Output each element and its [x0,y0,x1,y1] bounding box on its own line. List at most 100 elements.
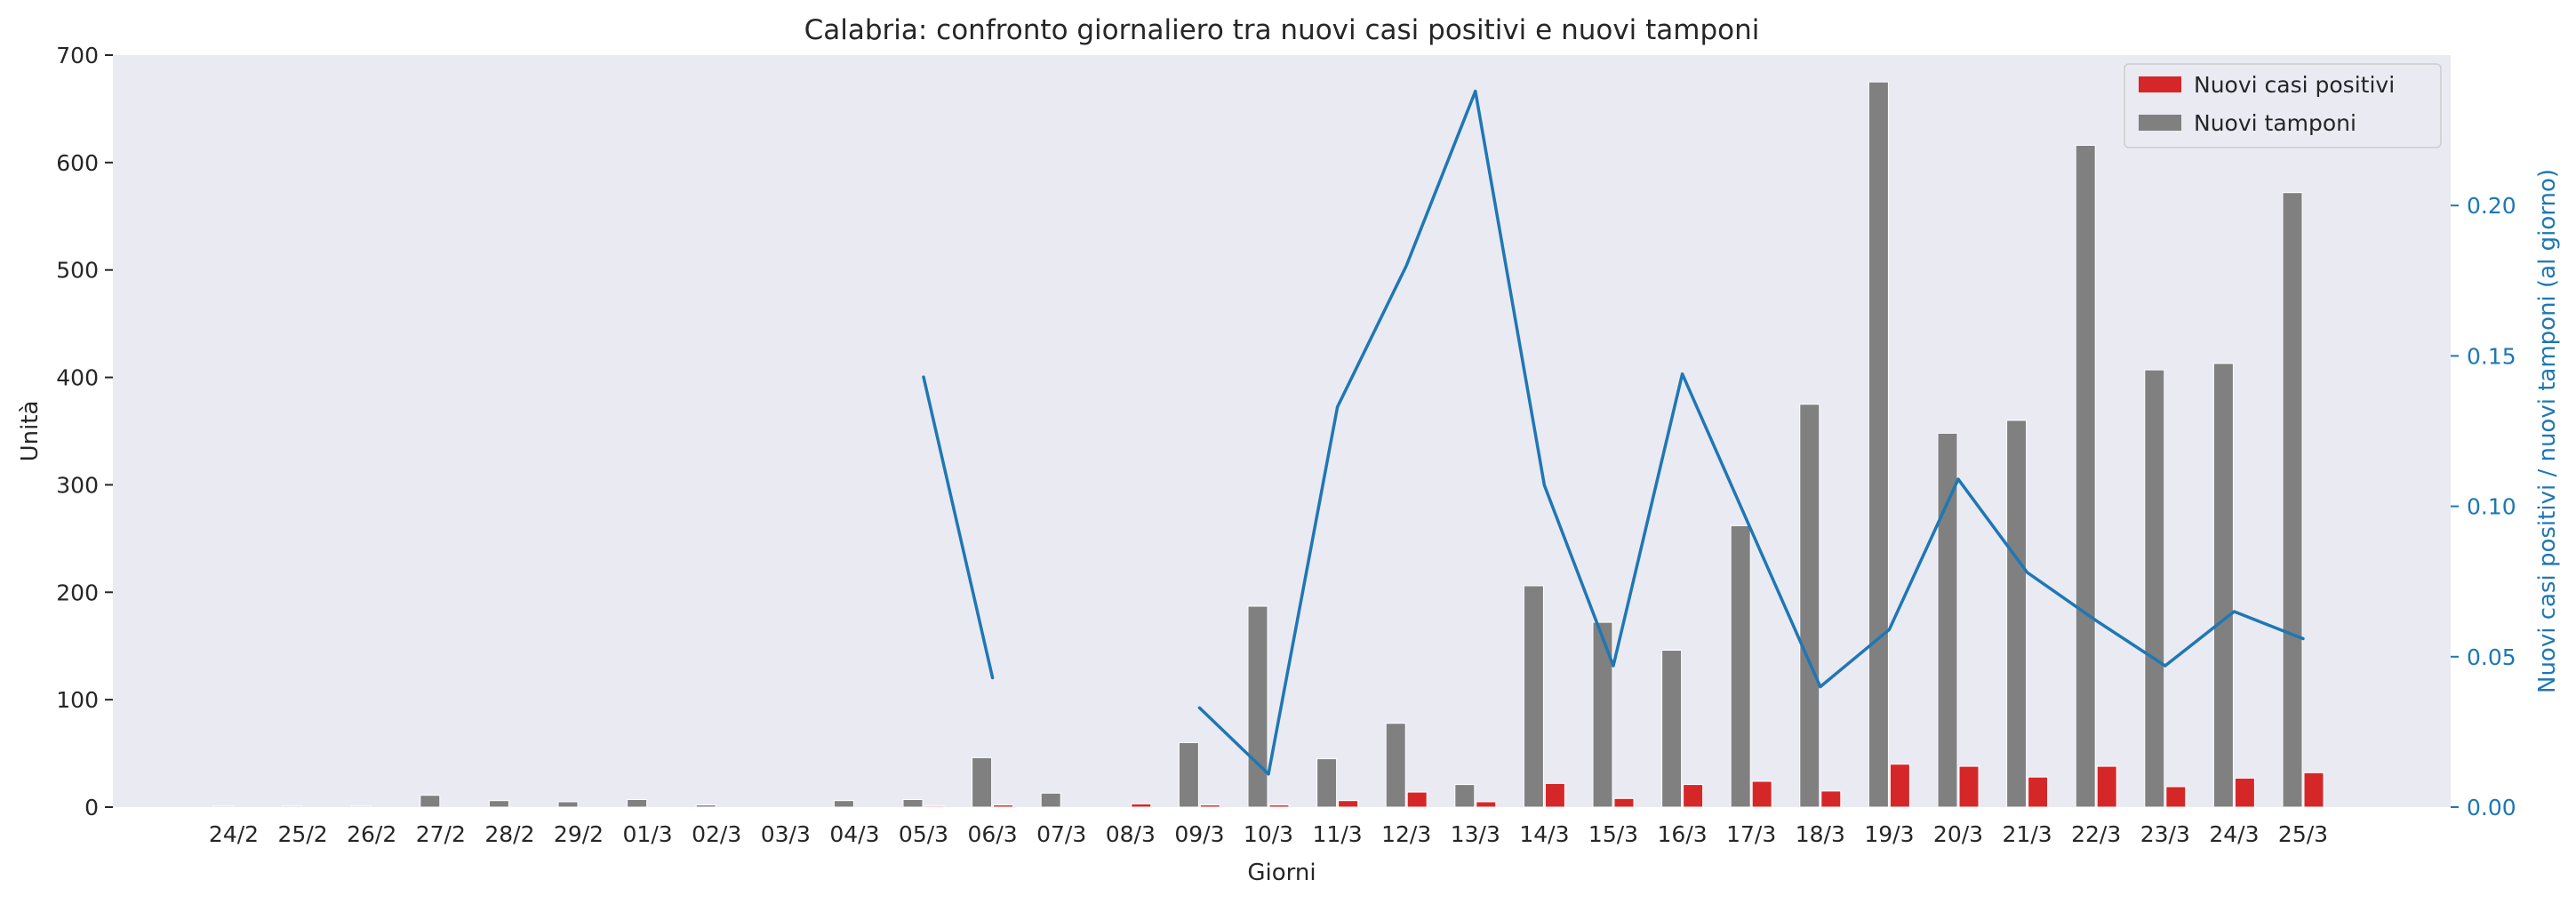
bar-tamponi-09-3 [1178,742,1199,808]
x-tick-label: 16/3 [1658,821,1708,847]
bar-tamponi-25-3 [2282,192,2303,808]
x-tick-label: 29/2 [554,821,604,847]
bars-layer [212,81,2324,808]
bar-tamponi-18-3 [1799,404,1820,808]
bar-tamponi-17-3 [1730,524,1751,808]
x-tick-label: 20/3 [1933,821,1983,847]
x-tick-label: 25/3 [2278,821,2328,847]
bar-positivi-10-3 [1268,804,1290,808]
bar-positivi-23-3 [2165,786,2187,808]
bar-tamponi-20-3 [1937,432,1958,808]
y2-tick-label: 0.10 [2467,494,2516,520]
x-tick-label: 25/2 [278,821,328,847]
x-tick-label: 22/3 [2071,821,2121,847]
bar-tamponi-14-3 [1523,585,1544,808]
legend-box [2124,63,2442,148]
x-tick-label: 26/2 [347,821,396,847]
bar-tamponi-05-3 [902,799,924,808]
right-axis: 0.00 0.05 0.10 0.15 0.20 [2451,193,2516,820]
y2-tick-label: 0.20 [2467,193,2516,219]
bar-tamponi-10-3 [1247,605,1268,808]
ratio-line-segment-1 [1197,89,2305,776]
bar-positivi-21-3 [2028,776,2049,808]
bar-tamponi-04-3 [833,800,854,808]
bar-positivi-17-3 [1751,780,1772,808]
y-tick-label: 500 [56,258,99,284]
x-tick-label: 07/3 [1036,821,1086,847]
bar-tamponi-01-3 [627,799,648,808]
bar-tamponi-21-3 [2006,420,2028,808]
bar-tamponi-27-2 [420,795,441,808]
x-tick-label: 14/3 [1519,821,1569,847]
bar-tamponi-15-3 [1592,621,1613,808]
bar-tamponi-12-3 [1385,723,1406,808]
bar-tamponi-29-2 [557,801,579,808]
x-tick-label: 24/3 [2209,821,2259,847]
ratio-line-layer [922,89,2305,776]
y-tick-label: 0 [84,795,99,820]
plot-area [113,55,2451,807]
y-axis-title: Unità [17,401,44,462]
bar-positivi-08-3 [1131,803,1152,808]
bar-tamponi-06-3 [972,756,993,808]
legend-label-tamponi: Nuovi tamponi [2194,110,2356,136]
ratio-line-segment-0 [922,375,995,680]
bar-tamponi-24-2 [212,805,234,808]
x-tick-label: 27/2 [416,821,466,847]
x-axis: 24/2 25/2 26/2 27/2 28/2 29/2 01/3 02/3 03/3 04/3… [209,821,2328,847]
bar-tamponi-16-3 [1661,650,1683,808]
bar-tamponi-02-3 [695,804,716,808]
bar-tamponi-28-2 [488,800,509,808]
x-tick-label: 02/3 [692,821,741,847]
bar-tamponi-07-3 [1040,792,1061,808]
bar-positivi-12-3 [1406,791,1428,808]
bar-tamponi-11-3 [1316,758,1338,808]
y-tick-label: 400 [56,365,99,391]
x-axis-title: Giorni [1247,860,1316,886]
legend-swatch-positivi [2139,76,2181,92]
bar-tamponi-25-2 [282,805,303,808]
x-tick-label: 24/2 [209,821,259,847]
x-tick-label: 13/3 [1451,821,1500,847]
x-tick-label: 28/2 [484,821,534,847]
y2-axis-title: Nuovi casi positivi / nuovi tamponi (al … [2534,169,2561,693]
x-tick-label: 03/3 [761,821,811,847]
legend-label-positivi: Nuovi casi positivi [2194,72,2395,98]
x-tick-label: 05/3 [899,821,948,847]
y2-tick-label: 0.05 [2467,644,2516,670]
bar-positivi-25-3 [2303,772,2324,808]
y-tick-label: 200 [56,580,99,605]
bar-tamponi-19-3 [1868,81,1889,808]
y-tick-label: 300 [56,472,99,498]
x-tick-label: 11/3 [1313,821,1363,847]
bar-positivi-24-3 [2234,777,2255,808]
bar-tamponi-13-3 [1454,784,1476,808]
bar-tamponi-26-2 [350,805,372,808]
bar-positivi-09-3 [1199,804,1220,808]
bar-positivi-05-3 [924,805,945,808]
bar-positivi-06-3 [993,804,1014,808]
x-tick-label: 15/3 [1588,821,1638,847]
bar-positivi-13-3 [1476,801,1497,808]
bar-tamponi-24-3 [2212,363,2234,808]
bar-positivi-14-3 [1544,782,1565,808]
bar-positivi-19-3 [1889,764,1910,808]
bar-positivi-20-3 [1958,765,1980,808]
bar-positivi-16-3 [1683,784,1704,808]
chart-title: Calabria: confronto giornaliero tra nuov… [804,14,1760,46]
bar-positivi-15-3 [1613,797,1635,808]
x-tick-label: 10/3 [1244,821,1293,847]
x-tick-label: 17/3 [1726,821,1776,847]
x-tick-label: 09/3 [1174,821,1224,847]
bar-tamponi-22-3 [2075,145,2096,808]
x-tick-label: 19/3 [1864,821,1914,847]
bar-positivi-22-3 [2096,765,2117,808]
y2-tick-label: 0.15 [2467,343,2516,369]
y-tick-label: 100 [56,687,99,713]
y-tick-label: 700 [56,43,99,68]
y2-tick-label: 0.00 [2467,795,2516,820]
bar-positivi-11-3 [1338,800,1359,808]
x-tick-label: 04/3 [829,821,879,847]
